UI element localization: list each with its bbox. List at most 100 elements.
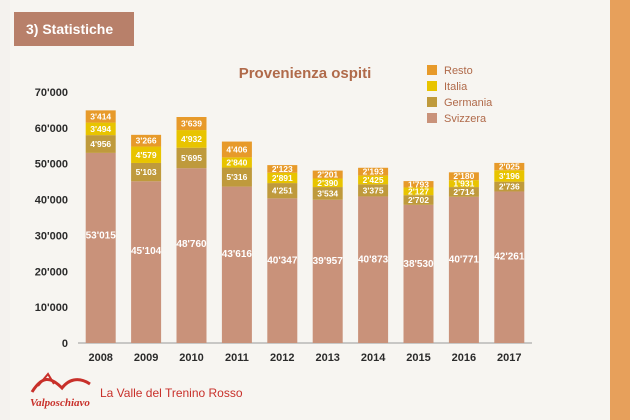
y-tick-label: 10'000: [35, 302, 68, 314]
y-tick-label: 50'000: [35, 159, 68, 171]
bar-segment-svizzera: [221, 186, 252, 343]
bar-data-label: 2'390: [317, 178, 338, 188]
legend-label: Germania: [444, 97, 493, 109]
y-tick-label: 20'000: [35, 266, 68, 278]
bar-data-label: 5'695: [181, 153, 202, 163]
bar-segment-svizzera: [176, 168, 207, 343]
y-tick-label: 60'000: [35, 123, 68, 135]
bar-segment-germania: [131, 162, 162, 182]
bar-segment-resto: [448, 172, 479, 181]
bar-segment-germania: [85, 135, 116, 153]
bar-data-label: 4'956: [90, 139, 111, 149]
bar-data-label: 45'104: [131, 246, 162, 257]
bar-segment-svizzera: [448, 196, 479, 343]
x-tick-label: 2011: [225, 352, 249, 364]
x-tick-label: 2009: [134, 352, 158, 364]
bar-segment-italia: [85, 122, 116, 136]
bar-segment-svizzera: [312, 199, 343, 343]
section-title: 3) Statistiche: [14, 12, 134, 46]
bar-data-label: 3'196: [499, 171, 520, 181]
legend-label: Svizzera: [444, 113, 487, 125]
bar-segment-italia: [176, 130, 207, 148]
legend-swatch-resto: [427, 65, 437, 75]
bar-segment-germania: [448, 187, 479, 197]
bar-data-label: 4'932: [181, 134, 202, 144]
bar-data-label: 53'015: [86, 230, 117, 241]
bar-segment-svizzera: [494, 191, 525, 343]
bar-data-label: 2'425: [363, 175, 384, 185]
bar-data-label: 2'123: [272, 164, 293, 174]
bar-segment-germania: [312, 187, 343, 200]
bar-data-label: 43'616: [222, 249, 253, 260]
bar-data-label: 2'201: [317, 170, 338, 180]
bar-data-label: 4'406: [226, 144, 247, 154]
x-tick-label: 2013: [315, 352, 339, 364]
bar-segment-resto: [221, 141, 252, 158]
bar-data-label: 2'025: [499, 162, 520, 172]
x-tick-label: 2017: [497, 352, 521, 364]
bar-segment-resto: [358, 167, 389, 176]
bar-segment-italia: [267, 172, 298, 184]
bar-segment-svizzera: [403, 204, 434, 343]
x-tick-label: 2014: [361, 352, 386, 364]
bar-segment-italia: [358, 175, 389, 185]
chart-title: Provenienza ospiti: [239, 65, 372, 82]
bar-segment-germania: [221, 167, 252, 187]
bar-segment-svizzera: [267, 198, 298, 343]
bar-segment-germania: [358, 184, 389, 197]
bar-segment-italia: [448, 180, 479, 188]
y-tick-label: 70'000: [35, 87, 68, 99]
bar-segment-germania: [403, 195, 434, 205]
x-tick-label: 2016: [452, 352, 476, 364]
bar-segment-italia: [403, 187, 434, 196]
bar-data-label: 2'127: [408, 186, 429, 196]
bar-data-label: 2'891: [272, 173, 293, 183]
bar-segment-resto: [267, 165, 298, 173]
bar-data-label: 4'579: [136, 150, 157, 160]
bar-data-label: 5'103: [136, 167, 157, 177]
bar-data-label: 2'702: [408, 195, 429, 205]
bar-data-label: 3'375: [363, 185, 384, 195]
bar-segment-resto: [85, 110, 116, 123]
x-tick-label: 2008: [88, 352, 112, 364]
legend-swatch-italia: [427, 81, 437, 91]
bar-segment-germania: [494, 181, 525, 192]
bar-data-label: 40'873: [358, 254, 389, 265]
x-tick-label: 2012: [270, 352, 294, 364]
bar-segment-germania: [267, 183, 298, 199]
bar-data-label: 39'957: [313, 256, 344, 267]
bar-segment-resto: [494, 162, 525, 171]
valposchiavo-logo: Valposchiavo: [28, 366, 98, 415]
bar-segment-resto: [403, 181, 434, 188]
bar-segment-resto: [176, 117, 207, 131]
slide-edge: [610, 0, 630, 420]
y-tick-label: 40'000: [35, 195, 68, 207]
bar-data-label: 1'931: [453, 179, 474, 189]
legend-label: Resto: [444, 65, 473, 77]
bar-data-label: 1'793: [408, 179, 429, 189]
legend-swatch-svizzera: [427, 113, 437, 123]
bar-data-label: 5'316: [226, 172, 247, 182]
footer-tagline: La Valle del Trenino Rosso: [100, 386, 243, 400]
bar-data-label: 40'347: [267, 255, 298, 266]
bar-data-label: 3'639: [181, 119, 202, 129]
bar-segment-resto: [131, 134, 162, 147]
bar-data-label: 42'261: [494, 252, 525, 263]
bar-data-label: 2'840: [226, 157, 247, 167]
x-tick-label: 2015: [406, 352, 430, 364]
bar-data-label: 2'736: [499, 182, 520, 192]
legend-swatch-germania: [427, 97, 437, 107]
y-tick-label: 30'000: [35, 230, 68, 242]
bar-data-label: 3'494: [90, 124, 111, 134]
bar-data-label: 2'193: [363, 167, 384, 177]
legend-label: Italia: [444, 81, 468, 93]
bar-segment-italia: [131, 146, 162, 163]
bar-segment-italia: [312, 178, 343, 188]
logo-wordmark: Valposchiavo: [30, 397, 90, 409]
bar-segment-italia: [494, 170, 525, 182]
bar-data-label: 2'180: [453, 171, 474, 181]
bar-data-label: 40'771: [449, 255, 480, 266]
bar-data-label: 4'251: [272, 186, 293, 196]
bar-segment-italia: [221, 157, 252, 168]
